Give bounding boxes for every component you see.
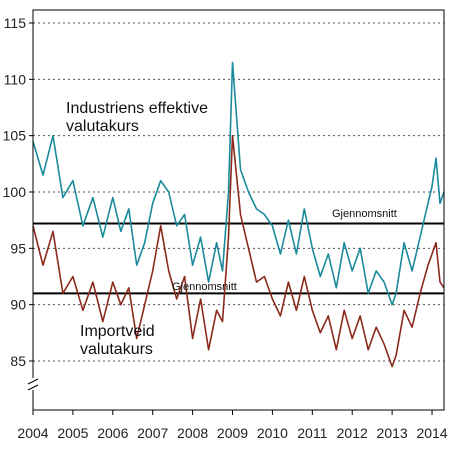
y-tick-label-90: 90 xyxy=(10,297,26,313)
reference-label-lower: Gjennomsnitt xyxy=(172,281,237,293)
axis-break-gap xyxy=(27,378,39,390)
teal-series-label-line1: Industriens effektive xyxy=(66,100,208,117)
brown-series-label-line2: valutakurs xyxy=(80,341,153,358)
brown-series-label-line1: Importveid xyxy=(80,323,155,340)
x-tick-label-2011: 2011 xyxy=(297,425,327,441)
x-tick-label-2010: 2010 xyxy=(257,425,288,441)
plot-frame xyxy=(32,9,445,411)
x-tick-label-2013: 2013 xyxy=(377,425,408,441)
reference-lines xyxy=(33,222,444,295)
y-tick-label-115: 115 xyxy=(4,15,27,31)
y-tick-label-85: 85 xyxy=(10,353,26,369)
axes xyxy=(27,9,445,411)
x-tick-label-2006: 2006 xyxy=(97,425,128,441)
axis-break-mark-bottom xyxy=(27,384,39,391)
x-tick-label-2009: 2009 xyxy=(217,425,248,441)
y-tick-label-105: 105 xyxy=(3,128,27,144)
y-tick-label-110: 110 xyxy=(4,71,27,87)
y-tick-label-95: 95 xyxy=(10,240,26,256)
x-tick-label-2014: 2014 xyxy=(416,425,447,441)
teal-series-label-line2: valutakurs xyxy=(66,118,139,135)
x-axis-ticks: 2004 2005 2006 2007 2008 2009 2010 2011 2012 2013… xyxy=(17,410,448,441)
axis-break-mark-top xyxy=(27,378,39,385)
x-tick-label-2004: 2004 xyxy=(17,425,48,441)
x-tick-label-2012: 2012 xyxy=(337,425,368,441)
x-tick-label-2008: 2008 xyxy=(177,425,208,441)
reference-label-upper: Gjennomsnitt xyxy=(332,208,397,220)
y-axis-ticks: 85 90 95 100 105 110 115 xyxy=(3,15,33,369)
x-tick-label-2005: 2005 xyxy=(57,425,88,441)
series-line-0 xyxy=(32,61,445,306)
series-lines xyxy=(32,61,445,368)
x-tick-label-2007: 2007 xyxy=(137,425,168,441)
series-line-1 xyxy=(32,134,445,368)
y-tick-label-100: 100 xyxy=(3,184,27,200)
